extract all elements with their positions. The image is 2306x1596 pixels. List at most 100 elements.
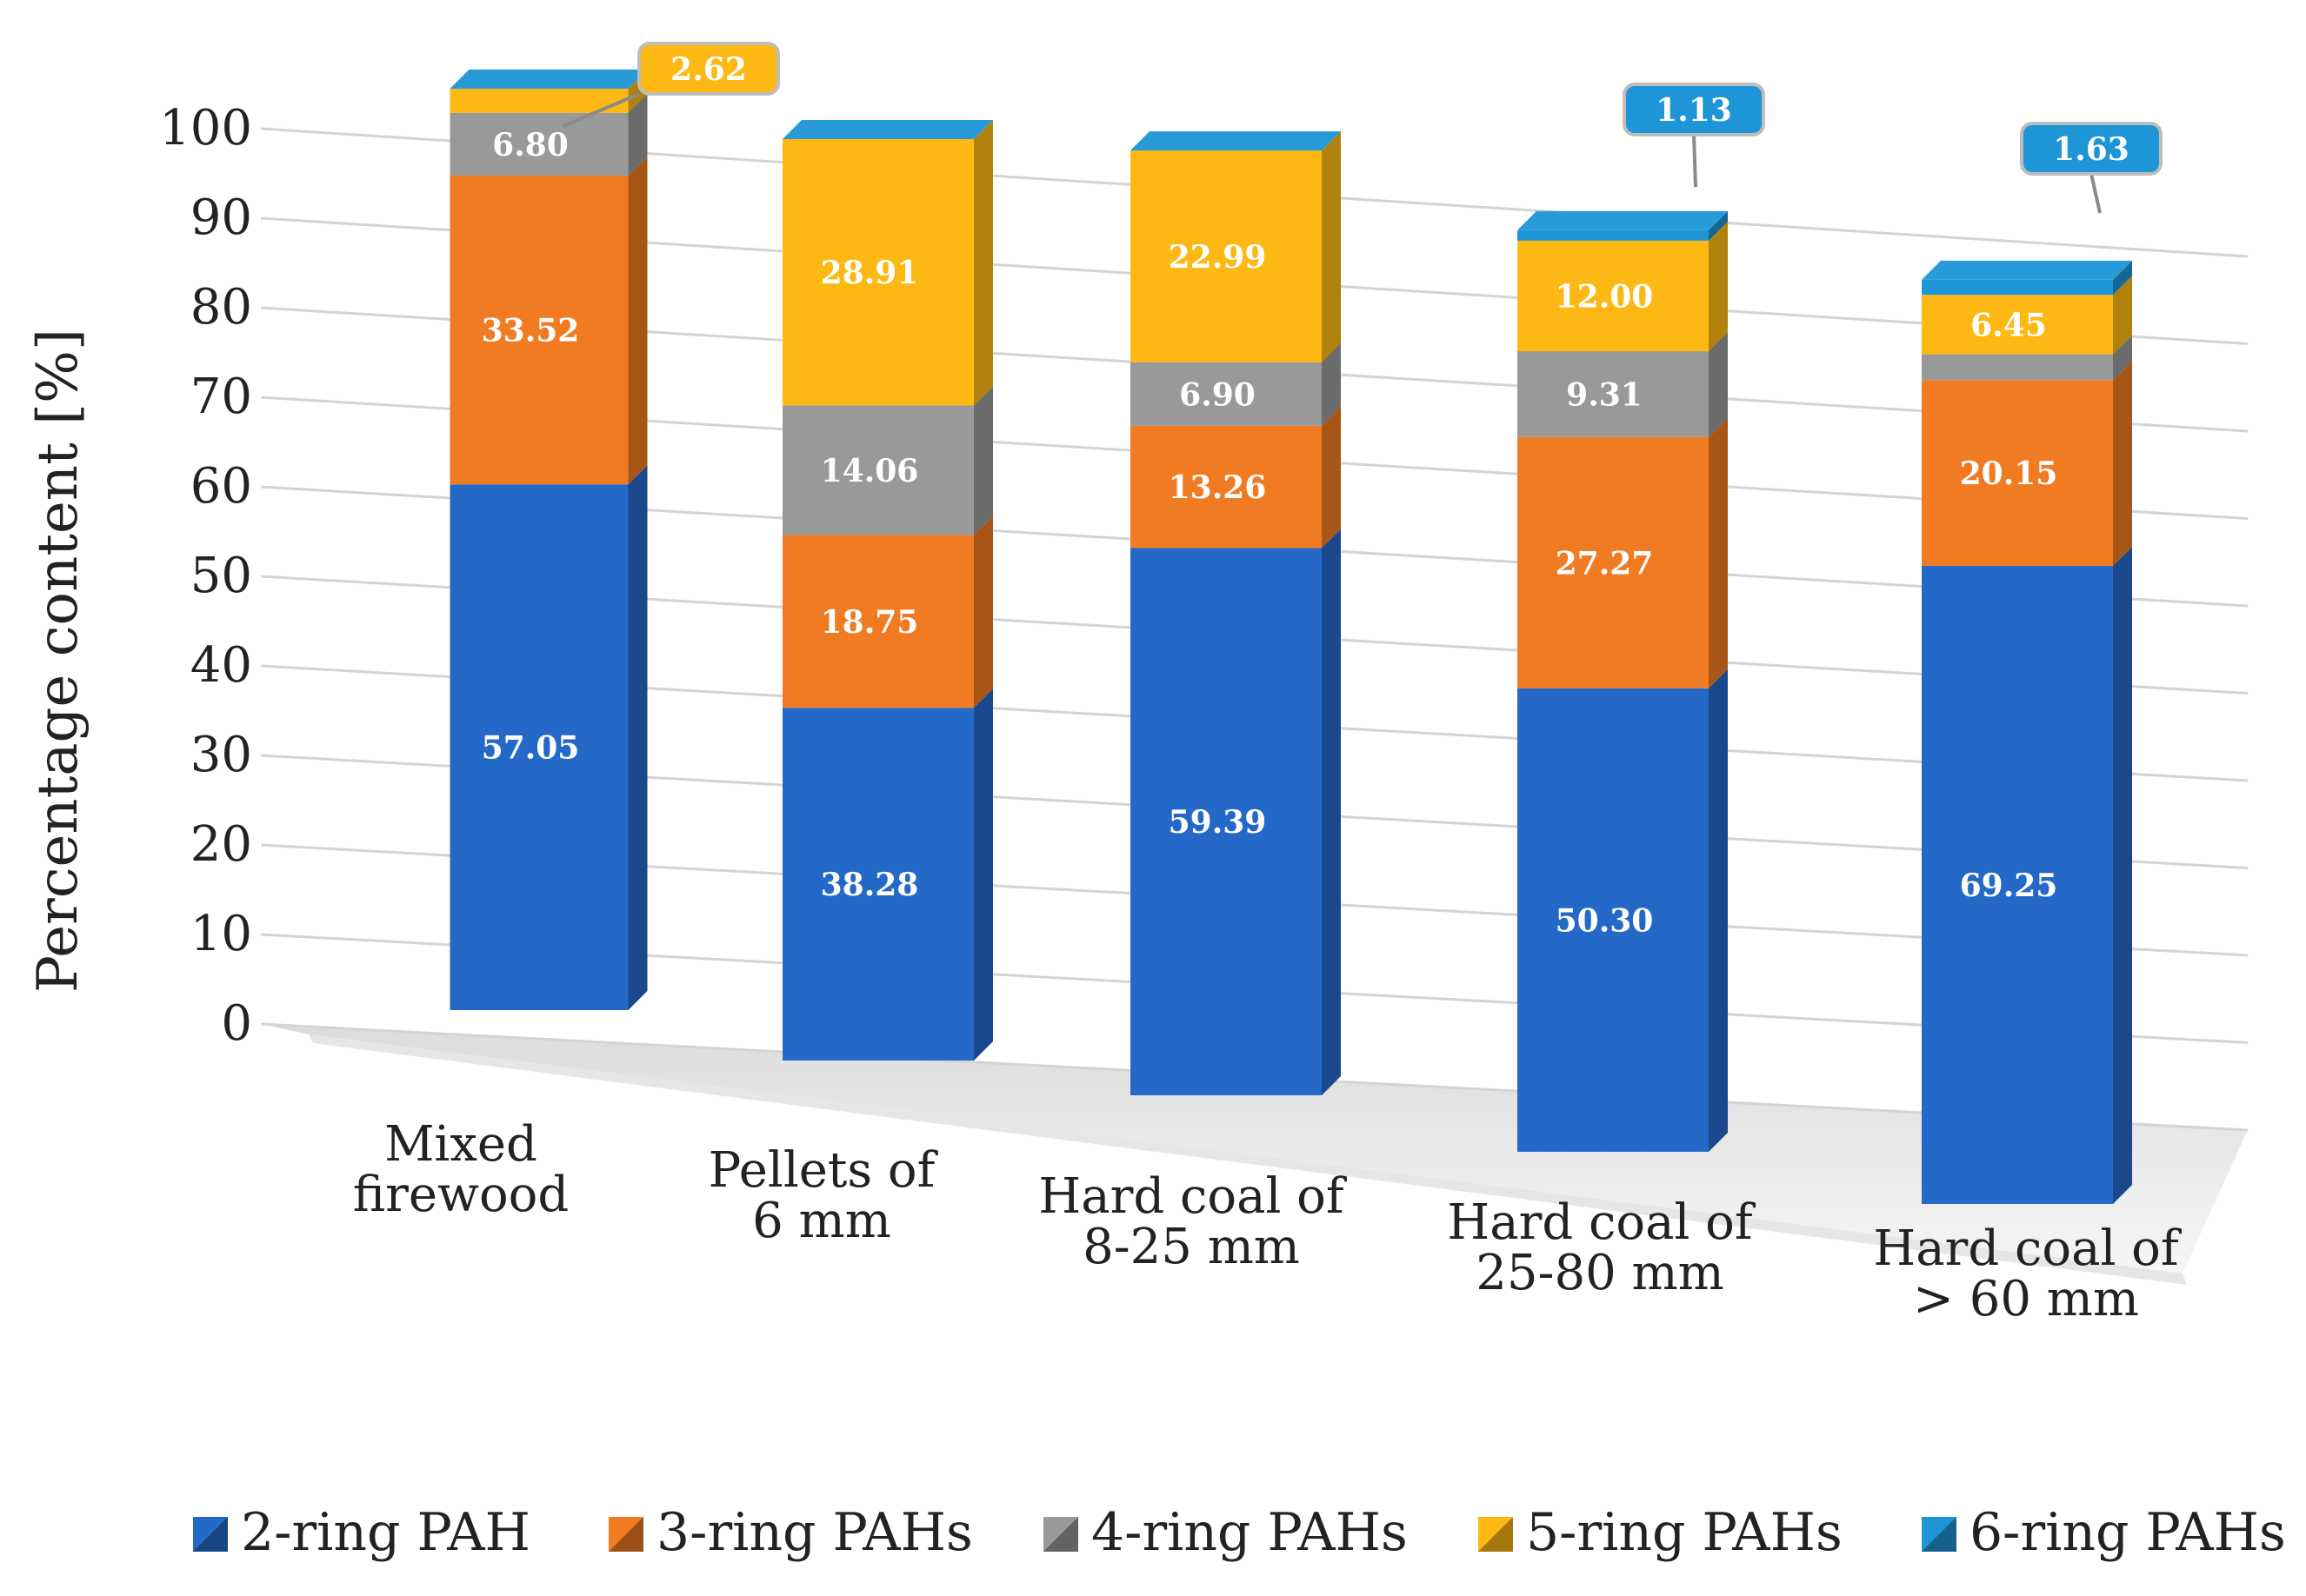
- bar-segment-6-ring-pahs: [1517, 210, 1728, 241]
- bar-side: [1709, 210, 1728, 241]
- legend-swatch-shade: [1922, 1517, 1956, 1552]
- data-label: 12.00: [1556, 278, 1654, 315]
- callout-box: [2020, 122, 2163, 176]
- data-label: 27.27: [1556, 545, 1654, 582]
- y-tick-label: 20: [190, 816, 252, 873]
- bar-front: [1517, 436, 1709, 688]
- bar-segment-3-ring-pahs: [1922, 361, 2132, 566]
- bar-segment-4-ring-pahs: [1922, 335, 2132, 381]
- bar-side: [1322, 406, 1341, 549]
- legend-label: 3-ring PAHs: [656, 1502, 973, 1563]
- category-label: 6 mm: [752, 1193, 891, 1249]
- category-label: Hard coal of: [1447, 1194, 1756, 1251]
- bar-front: [1517, 229, 1709, 241]
- bar-segment-4-ring-pahs: [1517, 332, 1728, 437]
- y-tick-label: 100: [159, 100, 252, 156]
- bar-front: [1922, 354, 2113, 381]
- bar-front: [1517, 688, 1709, 1152]
- bar-side: [974, 688, 993, 1061]
- category-label: Hard coal of: [1038, 1168, 1348, 1225]
- bar-side: [974, 386, 993, 535]
- y-tick-label: 50: [190, 548, 252, 604]
- legend-label: 2-ring PAH: [241, 1502, 530, 1563]
- bar-segment-5-ring-pahs: [1517, 221, 1728, 352]
- y-tick-label: 90: [190, 190, 252, 246]
- y-tick-label: 60: [190, 458, 252, 515]
- data-label: 33.52: [482, 313, 580, 349]
- legend-item: 3-ring PAHs: [609, 1502, 973, 1563]
- bar-segment-2-ring-pah: [1922, 546, 2132, 1204]
- bar-front: [1922, 565, 2113, 1204]
- category-label: 8-25 mm: [1083, 1219, 1300, 1275]
- bar-front: [1130, 425, 1322, 549]
- y-tick-label: 30: [190, 727, 252, 783]
- bar-segment-3-ring-pahs: [1517, 417, 1728, 688]
- y-tick-label: 80: [190, 279, 252, 336]
- bar-front: [1922, 380, 2113, 566]
- floor-edge: [309, 1034, 2187, 1285]
- category-label: > 60 mm: [1913, 1271, 2139, 1327]
- y-tick-label: 10: [190, 906, 252, 962]
- legend-swatch-shade: [1478, 1517, 1513, 1552]
- bar-front: [783, 139, 974, 406]
- data-labels: 57.05 33.52 6.80 38.28 18.75 14.06 28.91 59.39 1…: [482, 42, 2163, 939]
- bar-side: [1709, 668, 1728, 1152]
- data-label: 22.99: [1169, 239, 1267, 276]
- data-label: 50.30: [1556, 902, 1654, 939]
- bar-top: [1517, 210, 1728, 230]
- bar-side: [974, 120, 993, 406]
- data-label: 6.90: [1179, 376, 1256, 413]
- bar-segment-3-ring-pahs: [1130, 406, 1341, 549]
- legend-swatch-shade: [1043, 1517, 1078, 1552]
- bar-front: [1922, 295, 2113, 355]
- bar-front: [783, 405, 974, 535]
- category-label: Hard coal of: [1873, 1220, 2183, 1277]
- chart-floor: [261, 1024, 2248, 1285]
- legend-label: 4-ring PAHs: [1091, 1502, 1408, 1563]
- bar-side: [2113, 276, 2132, 355]
- bar-front: [1922, 279, 2113, 296]
- bar-segment-2-ring-pah: [783, 688, 993, 1061]
- data-label: 6.45: [1970, 307, 2047, 343]
- callout-box: [1623, 83, 1765, 136]
- category-label: Pellets of: [709, 1142, 939, 1199]
- y-tick-label: 40: [190, 637, 252, 694]
- bar-segment-5-ring-pahs: [1130, 131, 1341, 362]
- data-label: 20.15: [1960, 456, 2058, 492]
- bar-segment-2-ring-pah: [1130, 529, 1341, 1095]
- legend-swatch-shade: [609, 1517, 643, 1552]
- bar-side: [2113, 361, 2132, 566]
- bar-side: [1322, 529, 1341, 1095]
- legend-label: 5-ring PAHs: [1526, 1502, 1843, 1563]
- bar-top: [1922, 260, 2132, 280]
- bar-segment-2-ring-pah: [450, 465, 648, 1010]
- legend-item: 2-ring PAH: [193, 1502, 530, 1563]
- bar-top: [450, 70, 648, 89]
- bar-segment-4-ring-pahs: [450, 93, 648, 176]
- callout-label: 1.63: [2020, 122, 2163, 214]
- legend-item: 5-ring PAHs: [1478, 1502, 1843, 1563]
- bar-side: [974, 515, 993, 708]
- bar-side: [2113, 260, 2132, 296]
- bar-front: [450, 484, 629, 1010]
- bar-top: [1130, 131, 1341, 151]
- callout-text: 1.13: [1656, 92, 1732, 129]
- bar-segment-3-ring-pahs: [450, 156, 648, 485]
- bar-segment-5-ring-pahs: [783, 120, 993, 406]
- bar-segment-6-ring-pahs: [1922, 260, 2132, 296]
- callout-label: 2.62: [563, 42, 780, 128]
- data-label: 14.06: [821, 453, 919, 489]
- bar-segment-4-ring-pahs: [1130, 342, 1341, 426]
- bar-side: [628, 465, 648, 1010]
- bar-segment-2-ring-pah: [1517, 668, 1728, 1152]
- bar-segment-3-ring-pahs: [783, 515, 993, 708]
- category-label: 25-80 mm: [1476, 1245, 1723, 1301]
- bars: [450, 70, 2132, 1204]
- bar-segment-4-ring-pahs: [783, 386, 993, 535]
- y-axis-ticks: 0 10 20 30 40 50 60 70 80 90 100: [159, 100, 252, 1052]
- floor-plane: [261, 1024, 2248, 1273]
- callout-leader: [1692, 134, 1697, 188]
- data-label: 18.75: [821, 604, 919, 641]
- bar-segment-5-ring-pahs: [1922, 276, 2132, 355]
